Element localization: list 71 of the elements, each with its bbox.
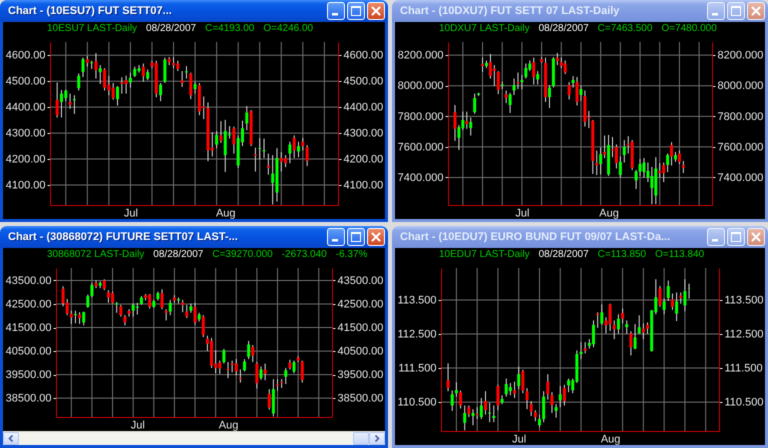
text: C=7463.500 [598, 23, 652, 34]
text: -2673.040 [282, 249, 327, 260]
text: 08/28/2007 [538, 249, 589, 260]
y2-tick-label: 43500.00 [338, 274, 384, 287]
y-tick-label: 8200.000 [398, 50, 444, 62]
y2-tick-label: 4300.00 [344, 128, 384, 140]
y2-tick-label: 4500.00 [344, 76, 384, 88]
chart-title: Chart - (30868072) FUTURE SETT07 LAST-... [8, 231, 239, 243]
y-tick-label: 40500.00 [6, 346, 52, 358]
y-tick-label: 43500.00 [6, 274, 52, 287]
text: 10ESU7 LAST-Daily [47, 23, 138, 34]
x-tick-label: Jul [515, 208, 530, 220]
text: 30868072 LAST-Daily [47, 249, 144, 260]
y2-tick-label: 42500.00 [338, 298, 384, 311]
text: C=4193.00 [205, 23, 254, 34]
x-tick-label: Aug [216, 208, 236, 220]
x-tick-label: Aug [599, 208, 619, 220]
y-tick-label: 112.500 [398, 328, 436, 341]
y-tick-label: 7800.000 [398, 110, 444, 123]
y-tick-label: 7400.000 [398, 172, 444, 184]
y2-tick-label: 4400.00 [344, 102, 384, 114]
y-tick-label: 4500.00 [6, 76, 46, 88]
x-tick-label: Aug [600, 434, 620, 446]
y2-tick-label: 4600.00 [344, 50, 384, 62]
y-tick-label: 113.500 [398, 294, 436, 306]
text: C=39270.000 [212, 249, 273, 260]
y2-tick-label: 110.500 [724, 396, 764, 409]
y-tick-label: 41500.00 [6, 322, 52, 334]
y-tick-label: 7600.000 [398, 141, 444, 154]
y2-tick-label: 7600.000 [718, 141, 764, 154]
y2-tick-label: 8000.000 [718, 80, 764, 92]
y-tick-label: 4600.00 [6, 50, 46, 62]
text: O=7480.000 [661, 23, 717, 34]
y-tick-label: 4100.00 [6, 180, 46, 192]
text: 08/28/2007 [146, 23, 196, 34]
x-tick-label: Jul [124, 208, 138, 220]
text: 10DXU7 LAST-Daily [439, 23, 530, 34]
chart-title: Chart - (10DXU7) FUT SETT 07 LAST-Daily [400, 5, 620, 17]
x-tick-label: Jul [512, 434, 526, 446]
y2-tick-label: 4200.00 [344, 154, 384, 166]
text: -6.37% [336, 249, 368, 260]
y-tick-label: 42500.00 [6, 298, 52, 311]
y2-tick-label: 7400.000 [718, 172, 764, 184]
y-tick-label: 111.500 [398, 362, 436, 375]
y2-tick-label: 40500.00 [338, 346, 384, 358]
text: O=113.840 [655, 249, 704, 260]
text: 08/28/2007 [153, 249, 204, 260]
y2-tick-label: 39500.00 [338, 369, 384, 382]
x-tick-label: Jul [130, 420, 145, 432]
y2-tick-label: 111.500 [724, 362, 763, 375]
y2-tick-label: 112.500 [724, 328, 764, 341]
text: 08/28/2007 [538, 23, 589, 34]
y-tick-label: 38500.00 [6, 392, 52, 405]
y-tick-label: 4200.00 [6, 154, 46, 166]
y2-tick-label: 7800.000 [718, 110, 764, 123]
text: C=113.850 [598, 249, 646, 260]
y-tick-label: 8000.000 [398, 80, 444, 92]
text: O=4246.00 [263, 23, 314, 34]
y2-tick-label: 8200.000 [718, 50, 764, 62]
y-tick-label: 4300.00 [6, 128, 46, 140]
y2-tick-label: 38500.00 [338, 392, 384, 405]
chart-title: Chart - (10EDU7) EURO BUND FUT 09/07 LAST-Da... [400, 231, 672, 243]
text: 10EDU7 LAST-Daily [439, 249, 530, 260]
y-tick-label: 4400.00 [6, 102, 46, 114]
x-tick-label: Aug [218, 420, 238, 432]
y2-tick-label: 113.500 [724, 294, 764, 306]
y-tick-label: 110.500 [398, 396, 436, 409]
y-tick-label: 39500.00 [6, 369, 52, 382]
y2-tick-label: 41500.00 [338, 322, 384, 334]
y2-tick-label: 4100.00 [344, 180, 384, 192]
chart-title: Chart - (10ESU7) FUT SETT07... [8, 5, 173, 17]
